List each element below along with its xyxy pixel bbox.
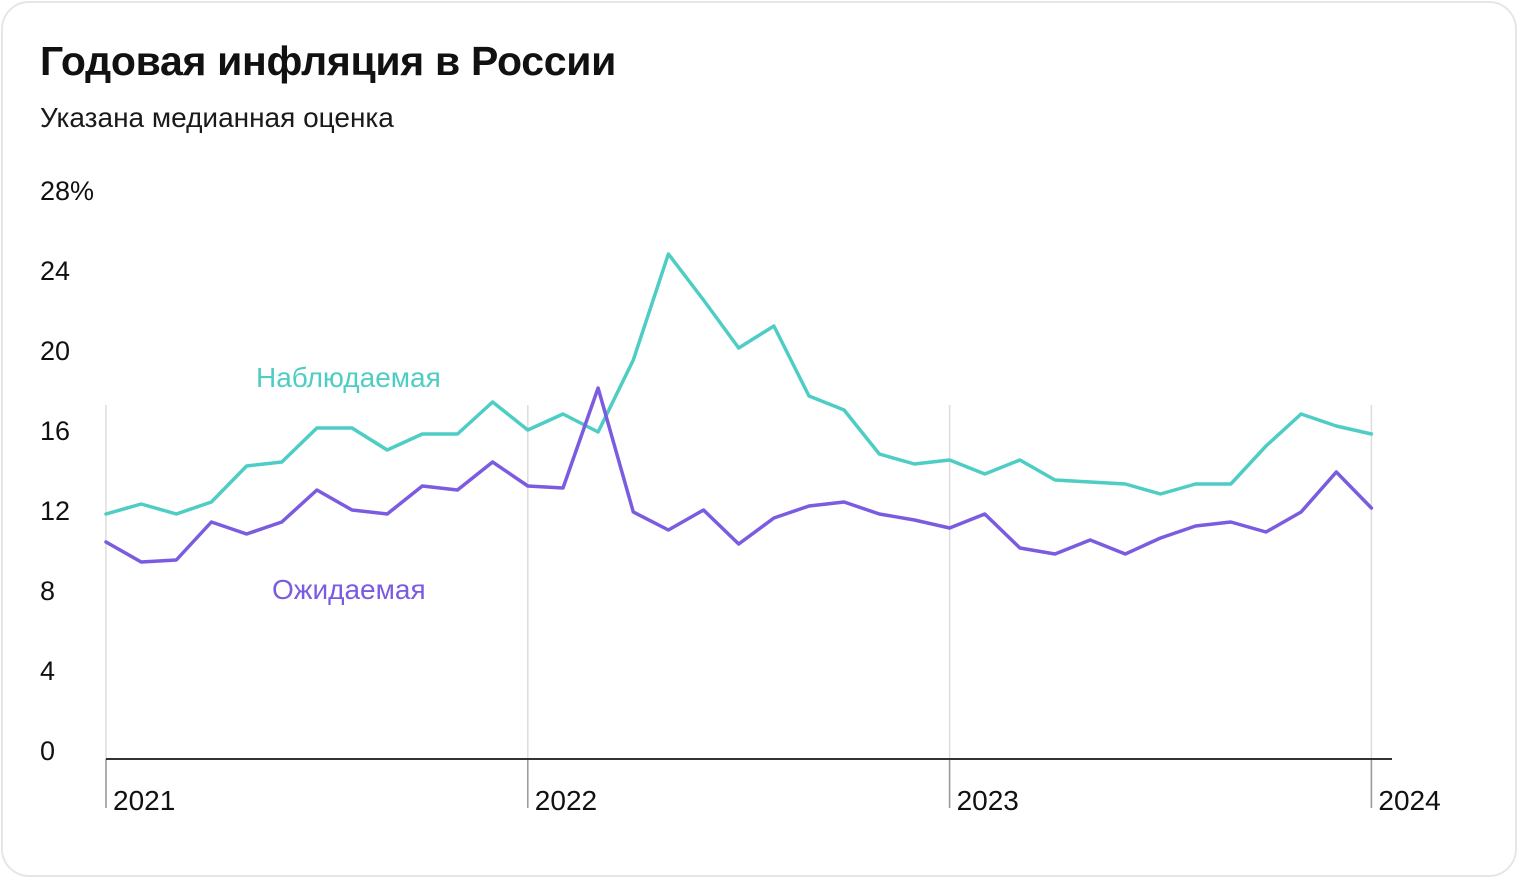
y-tick-label: 0: [40, 736, 55, 766]
x-axis: 2021 2022 2023 2024: [105, 405, 1441, 816]
series-line-expected: [104, 386, 1374, 564]
x-tick-label: 2021: [113, 785, 175, 816]
y-tick-label: 8: [40, 576, 55, 606]
x-tick-label: 2023: [957, 785, 1019, 816]
y-tick-label: 12: [40, 496, 70, 526]
y-axis: 0 4 8 12 16 20 24 28%: [40, 176, 94, 766]
chart-subtitle: Указана медианная оценка: [40, 102, 394, 133]
x-tick-label: 2022: [535, 785, 597, 816]
series-label-expected: Ожидаемая: [272, 574, 426, 605]
y-tick-label: 28%: [40, 176, 94, 206]
chart-title: Годовая инфляция в России: [40, 38, 617, 84]
series-label-observed: Наблюдаемая: [256, 362, 441, 393]
y-tick-label: 24: [40, 256, 70, 286]
y-tick-label: 20: [40, 336, 70, 366]
y-tick-label: 16: [40, 416, 70, 446]
series-line-observed: [104, 252, 1374, 516]
series-group: [104, 252, 1374, 564]
y-tick-label: 4: [40, 656, 55, 686]
x-tick-label: 2024: [1378, 785, 1440, 816]
